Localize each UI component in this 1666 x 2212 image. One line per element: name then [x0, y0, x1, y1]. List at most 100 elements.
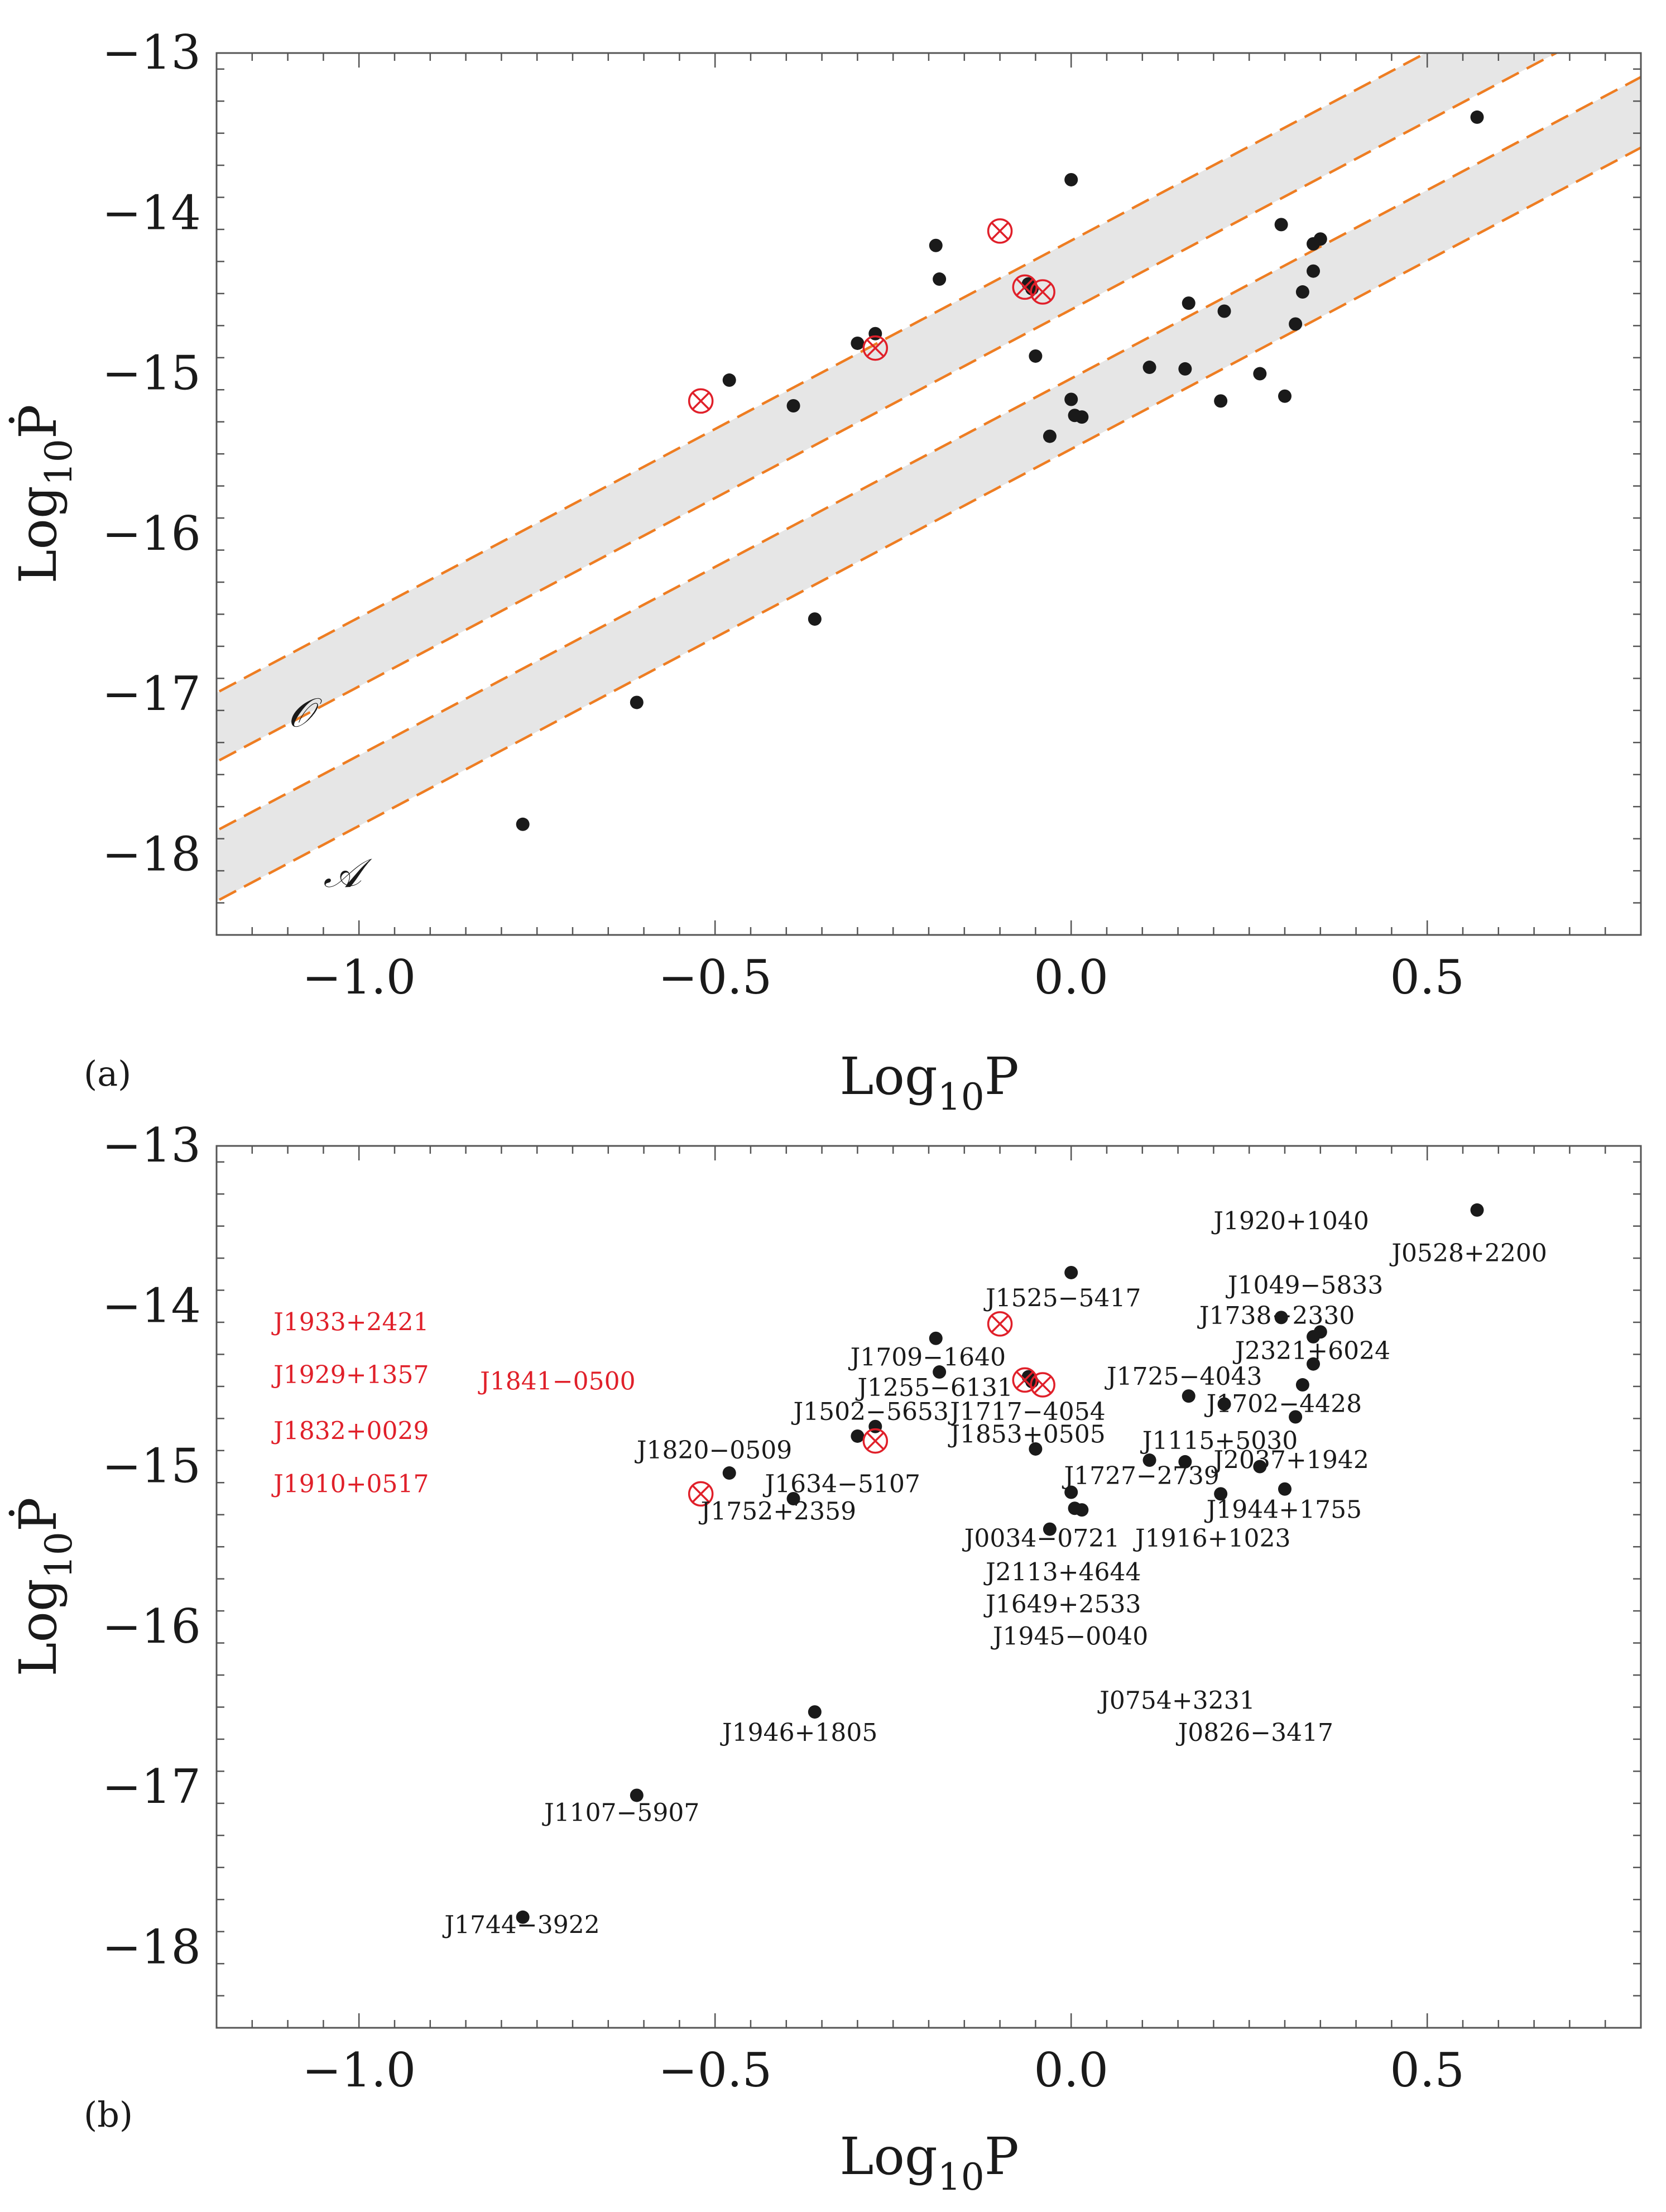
y-tick-label: −16 [102, 506, 201, 561]
data-point [1470, 110, 1484, 124]
data-point [1313, 1325, 1327, 1339]
point-label: J0034−0721 [962, 1524, 1120, 1553]
point-label: J1717−4054 [948, 1398, 1105, 1426]
point-label: J0754+3231 [1097, 1686, 1255, 1715]
point-label: J1634−5107 [763, 1470, 920, 1499]
band-fill [217, 77, 1641, 901]
y-tick-label: −15 [102, 1439, 201, 1494]
data-point [1289, 1410, 1303, 1424]
data-point [516, 817, 530, 831]
data-point [1064, 1265, 1078, 1279]
x-tick-label: 0.5 [1390, 2043, 1465, 2098]
data-point [1214, 1487, 1228, 1501]
point-label: J1107−5907 [542, 1798, 699, 1827]
y-axis-title-a: Log10Ṗ [8, 404, 80, 583]
data-point [851, 336, 865, 350]
marked-point [987, 1311, 1013, 1337]
data-point [1029, 349, 1043, 363]
data-point [1064, 172, 1078, 186]
band-layer [217, 53, 1641, 903]
point-layer [516, 1203, 1484, 1924]
y-tick-label: −14 [102, 1278, 201, 1333]
data-point [1182, 296, 1196, 310]
data-point [786, 1492, 800, 1505]
point-label: J0826−3417 [1176, 1719, 1333, 1747]
data-point [1307, 1357, 1321, 1371]
data-point [516, 1910, 530, 1924]
data-point [1142, 1453, 1156, 1467]
data-point [1178, 362, 1192, 376]
tick-layer: −1.0 −0.5 0.0 0.5 −18 −17 −16 −15 −14 −13 [102, 1118, 1642, 2098]
y-tick-label: −18 [102, 1920, 201, 1974]
data-point [1064, 1485, 1078, 1499]
x-axis-title-a: Log10P [839, 1047, 1019, 1119]
data-point [1289, 317, 1303, 331]
point-label: J1853+0505 [948, 1420, 1105, 1448]
marked-point [862, 1428, 889, 1454]
marked-point [688, 1481, 714, 1507]
y-tick-label: −13 [102, 25, 201, 80]
data-point [630, 695, 644, 709]
point-label: J1929+1357 [271, 1361, 429, 1389]
x-tick-label: 0.0 [1034, 950, 1108, 1005]
marked-point [688, 388, 714, 414]
data-point [1142, 361, 1156, 375]
panel-b: −1.0 −0.5 0.0 0.5 −18 −17 −16 −15 −14 −13 J1920+1… [8, 1118, 1642, 2199]
point-label: J2321+6024 [1233, 1337, 1390, 1365]
x-tick-label: −1.0 [302, 2043, 416, 2098]
data-point [1274, 218, 1288, 232]
data-point [808, 612, 822, 626]
data-point [1029, 1442, 1043, 1456]
data-point [1178, 1455, 1192, 1469]
data-point [1295, 1378, 1309, 1392]
point-label: J1738−2330 [1197, 1302, 1355, 1330]
data-point [1214, 394, 1228, 408]
data-point [1278, 1482, 1291, 1496]
x-tick-label: −0.5 [658, 950, 772, 1005]
y-tick-label: −16 [102, 1599, 201, 1654]
y-tick-label: −17 [102, 666, 201, 721]
point-label: J2037+1942 [1211, 1446, 1369, 1474]
point-label: J1502−5653 [791, 1398, 949, 1426]
data-point [1295, 285, 1309, 299]
data-point [1217, 1397, 1231, 1411]
y-axis-title-b: Log10Ṗ [8, 1497, 80, 1676]
point-label: J1916+1023 [1133, 1524, 1290, 1553]
data-point [1075, 410, 1089, 424]
band-edge-line [217, 146, 1641, 903]
data-point [786, 399, 800, 412]
x-tick-label: −0.5 [658, 2043, 772, 2098]
point-label: J1920+1040 [1211, 1207, 1369, 1235]
point-layer [516, 110, 1484, 831]
data-point [630, 1788, 644, 1802]
point-label: J1727−2739 [1062, 1462, 1219, 1490]
point-label: J1752+2359 [699, 1497, 856, 1525]
point-label: J1744−3922 [442, 1911, 599, 1940]
band-edge-line [217, 53, 1559, 764]
x-tick-label: 0.0 [1034, 2043, 1108, 2098]
plot-frame [215, 1145, 1642, 2029]
data-point [929, 238, 943, 252]
point-label: J1702−4428 [1204, 1390, 1362, 1418]
data-point [933, 272, 947, 286]
band-label: 𝒜 [323, 850, 372, 896]
point-label: J1709−1640 [848, 1343, 1006, 1372]
data-point [1470, 1203, 1484, 1217]
y-tick-label: −15 [102, 346, 201, 401]
point-label: J1115+5030 [1140, 1427, 1298, 1455]
y-tick-label: −13 [102, 1118, 201, 1173]
point-label: J1945−0040 [991, 1622, 1148, 1650]
marked-point [1030, 279, 1055, 305]
band-edge-line [217, 75, 1641, 832]
data-point [1278, 389, 1291, 403]
point-label: J0528+2200 [1389, 1239, 1547, 1268]
data-point [722, 373, 736, 387]
x-tick-label: 0.5 [1390, 950, 1465, 1005]
data-point [1182, 1389, 1196, 1403]
data-point [1253, 1460, 1267, 1474]
data-point [1043, 1522, 1057, 1536]
point-label: J1049−5833 [1226, 1271, 1383, 1299]
y-tick-label: −14 [102, 185, 201, 240]
